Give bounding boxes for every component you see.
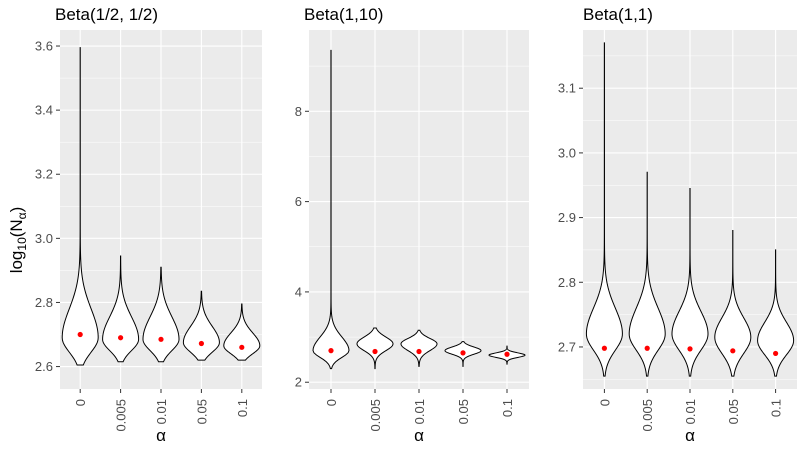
y-tick-label: 2.8 — [35, 295, 53, 310]
violin-0.05 — [714, 230, 752, 377]
y-axis-label: log10(Nα) — [7, 207, 29, 274]
y-tick-label: 3.1 — [558, 81, 576, 96]
mean-point-0.05 — [460, 350, 466, 356]
panel-title: Beta(1/2, 1/2) — [55, 5, 158, 24]
mean-point-0.01 — [687, 346, 693, 352]
mean-point-0.005 — [372, 348, 378, 355]
x-axis-label: α — [414, 426, 424, 445]
panel-3: 2.7 2.8 2.9 3.0 3.1 0 0.005 0.01 0.05 0.1 Beta(1,1… — [558, 5, 797, 445]
mean-point-0.005 — [118, 335, 124, 341]
panel-title: Beta(1,10) — [304, 5, 383, 24]
y-tick-label: 2.6 — [35, 359, 53, 374]
violin-0.1 — [223, 303, 261, 361]
y-tick-label: 3.6 — [35, 39, 53, 54]
mean-point-0 — [601, 345, 608, 351]
violin-0.005 — [102, 255, 140, 363]
mean-point-0.1 — [504, 351, 510, 357]
x-tick-label: 0.1 — [235, 399, 250, 417]
y-tick-label: 4 — [295, 284, 302, 299]
violin-0.1 — [757, 249, 795, 377]
mean-point-0.01 — [416, 348, 422, 355]
x-axis-label: α — [156, 426, 166, 445]
y-tick-label: 3.4 — [35, 103, 53, 118]
x-tick-label: 0 — [73, 399, 88, 406]
violin-0.005 — [628, 171, 666, 377]
y-tick-label: 3.0 — [35, 231, 53, 246]
x-tick-label: 0.05 — [726, 399, 741, 424]
x-tick-label: 0.005 — [114, 399, 129, 432]
violin-0.01 — [671, 187, 709, 377]
x-tick-label: 0.01 — [683, 399, 698, 424]
violin-0 — [61, 47, 99, 366]
y-axis-label-subscript: 10 — [15, 237, 29, 251]
violin-0.005 — [356, 327, 394, 370]
x-axis-label: α — [685, 426, 695, 445]
x-tick-label: 0.05 — [194, 399, 209, 424]
panel-1: 2.6 2.8 3.0 3.2 3.4 3.6 0 0.005 0.01 0.05 0.1 Beta(… — [35, 5, 262, 445]
y-tick-label: 6 — [295, 194, 302, 209]
violin-0 — [312, 49, 350, 370]
y-tick-label: 2.8 — [558, 275, 576, 290]
panels: 2.6 2.8 3.0 3.2 3.4 3.6 0 0.005 0.01 0.05 0.1 Beta(… — [35, 5, 797, 445]
mean-point-0.05 — [730, 348, 736, 354]
y-tick-label: 8 — [295, 104, 302, 119]
x-tick-label: 0.1 — [769, 399, 784, 417]
mean-point-0.005 — [644, 345, 650, 351]
panel-title: Beta(1,1) — [583, 5, 653, 24]
y-tick-label: 2.7 — [558, 339, 576, 354]
violin-0.05 — [182, 290, 220, 361]
mean-point-0.1 — [239, 344, 245, 350]
violin-0.01 — [400, 329, 438, 367]
violin-0 — [585, 42, 623, 377]
x-tick-label: 0.1 — [500, 399, 515, 417]
violin-0.01 — [142, 266, 180, 363]
mean-point-0.01 — [158, 336, 164, 342]
x-tick-label: 0 — [597, 399, 612, 406]
x-tick-label: 0.01 — [154, 399, 169, 424]
y-tick-label: 2.9 — [558, 210, 576, 225]
y-axis-label-main: log — [7, 251, 26, 274]
mean-point-0.05 — [198, 340, 204, 347]
y-tick-label: 3.2 — [35, 167, 53, 182]
x-tick-label: 0.05 — [456, 399, 471, 424]
svg-text:log10(Nα): log10(Nα) — [7, 207, 29, 274]
x-tick-label: 0.005 — [640, 399, 655, 432]
mean-point-0.1 — [773, 350, 779, 357]
y-axis-label-alpha: α — [15, 212, 29, 219]
mean-point-0 — [77, 331, 83, 338]
x-tick-label: 0 — [324, 399, 339, 406]
x-tick-label: 0.005 — [368, 399, 383, 432]
y-axis-label-close: ) — [7, 207, 26, 213]
panel-2: 2 4 6 8 0 0.005 0.01 0.05 0.1 Beta(1,10) α — [295, 5, 529, 445]
y-tick-label: 3.0 — [558, 145, 576, 160]
x-tick-label: 0.01 — [412, 399, 427, 424]
y-axis-label-open: (N — [7, 219, 26, 237]
mean-point-0 — [328, 348, 334, 354]
y-tick-label: 2 — [295, 375, 302, 390]
